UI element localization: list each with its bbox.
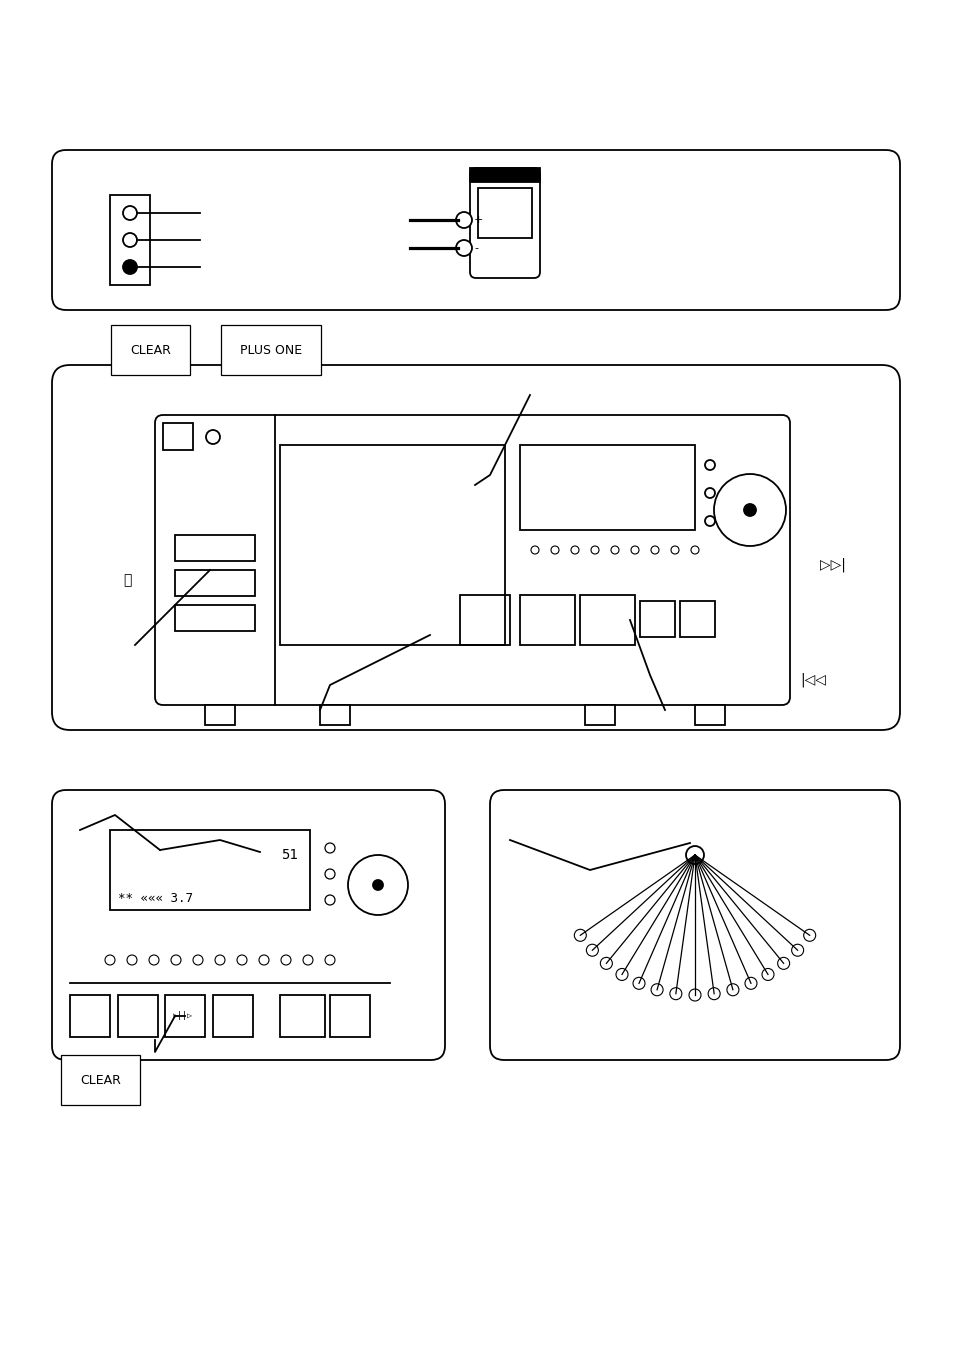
Bar [470, 168, 539, 182]
Bar [70, 994, 110, 1038]
Bar [174, 605, 254, 631]
Text: ▷||▷: ▷||▷ [172, 1012, 193, 1020]
Circle shape [123, 232, 137, 247]
Bar [584, 705, 615, 725]
Circle shape [571, 546, 578, 554]
Bar [579, 594, 635, 644]
Bar [213, 994, 253, 1038]
Bar [280, 444, 504, 644]
Circle shape [669, 988, 681, 1000]
Circle shape [791, 944, 802, 957]
Circle shape [531, 546, 538, 554]
Text: ** ««« 3.7: ** ««« 3.7 [118, 892, 193, 905]
Circle shape [551, 546, 558, 554]
Circle shape [574, 929, 586, 942]
Circle shape [325, 843, 335, 852]
Text: |◁◁: |◁◁ [800, 673, 825, 688]
Circle shape [348, 855, 408, 915]
Circle shape [670, 546, 679, 554]
Circle shape [456, 212, 472, 228]
Bar [519, 444, 695, 530]
Circle shape [586, 944, 598, 957]
Bar [165, 994, 205, 1038]
Circle shape [616, 969, 627, 981]
Circle shape [707, 988, 720, 1000]
Circle shape [149, 955, 159, 965]
Text: -: - [474, 243, 477, 253]
Bar [163, 423, 193, 450]
Circle shape [610, 546, 618, 554]
Circle shape [704, 488, 714, 499]
Text: +: + [474, 215, 483, 226]
Circle shape [171, 955, 181, 965]
Circle shape [777, 958, 789, 970]
Bar [174, 535, 254, 561]
Circle shape [599, 958, 612, 970]
Circle shape [325, 955, 335, 965]
Text: 51: 51 [281, 848, 297, 862]
Circle shape [688, 989, 700, 1001]
Circle shape [690, 546, 699, 554]
Circle shape [193, 955, 203, 965]
Circle shape [123, 259, 137, 274]
Circle shape [206, 430, 220, 444]
Circle shape [236, 955, 247, 965]
Circle shape [590, 546, 598, 554]
Bar [639, 601, 675, 638]
Circle shape [303, 955, 313, 965]
Bar [319, 705, 350, 725]
Bar [695, 705, 724, 725]
Circle shape [127, 955, 137, 965]
Circle shape [743, 504, 755, 516]
Bar [477, 188, 532, 238]
Bar [110, 830, 310, 911]
Circle shape [123, 205, 137, 220]
Circle shape [325, 869, 335, 880]
Text: ⏻: ⏻ [123, 573, 132, 586]
Circle shape [704, 459, 714, 470]
Circle shape [633, 977, 644, 989]
Circle shape [713, 474, 785, 546]
Circle shape [258, 955, 269, 965]
Circle shape [214, 955, 225, 965]
Circle shape [704, 516, 714, 526]
Circle shape [105, 955, 115, 965]
Bar [118, 994, 158, 1038]
Circle shape [373, 880, 382, 890]
Bar [205, 705, 234, 725]
Circle shape [650, 546, 659, 554]
Bar [110, 195, 150, 285]
Circle shape [281, 955, 291, 965]
Circle shape [630, 546, 639, 554]
Bar [459, 594, 510, 644]
Circle shape [726, 984, 739, 996]
Bar [679, 601, 714, 638]
Circle shape [650, 984, 662, 996]
Circle shape [685, 846, 703, 865]
Bar [330, 994, 370, 1038]
Circle shape [325, 894, 335, 905]
Text: CLEAR: CLEAR [130, 343, 171, 357]
Circle shape [456, 240, 472, 255]
Circle shape [761, 969, 773, 981]
Circle shape [802, 929, 815, 942]
Bar [280, 994, 325, 1038]
Bar [519, 594, 575, 644]
Bar [174, 570, 254, 596]
Text: ▷▷|: ▷▷| [820, 558, 845, 573]
Text: PLUS ONE: PLUS ONE [240, 343, 302, 357]
Text: CLEAR: CLEAR [80, 1074, 121, 1086]
Circle shape [744, 977, 756, 989]
